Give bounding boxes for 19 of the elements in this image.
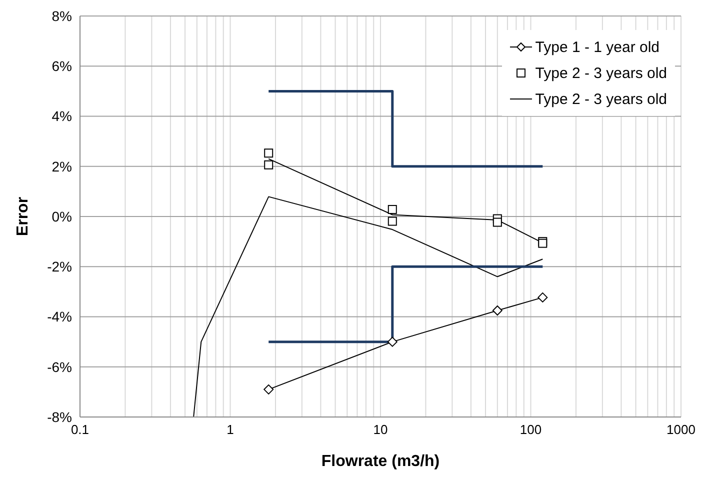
y-tick-label: -4%	[47, 308, 72, 325]
y-tick-label: 8%	[52, 8, 72, 24]
x-tick-label: 0.1	[70, 422, 90, 438]
y-tick-label: -2%	[47, 258, 72, 275]
legend-label: Type 2 - 3 years old	[535, 90, 667, 108]
x-tick-label: 1000	[666, 422, 696, 438]
x-tick-label: 1	[226, 422, 234, 438]
x-axis-title: Flowrate (m3/h)	[321, 453, 440, 470]
y-tick-label: -6%	[47, 358, 72, 375]
y-tick-label: 4%	[52, 108, 72, 124]
legend-label: Type 1 - 1 year old	[535, 38, 660, 56]
legend-label: Type 2 - 3 years old	[535, 64, 667, 82]
y-axis-title: Error	[14, 196, 32, 236]
y-tick-label: 2%	[52, 158, 72, 174]
x-tick-label: 100	[520, 422, 542, 438]
y-tick-label: -8%	[47, 408, 72, 425]
x-tick-label: 10	[373, 422, 388, 438]
y-tick-label: 6%	[52, 58, 72, 74]
y-tick-label: 0%	[52, 208, 72, 224]
